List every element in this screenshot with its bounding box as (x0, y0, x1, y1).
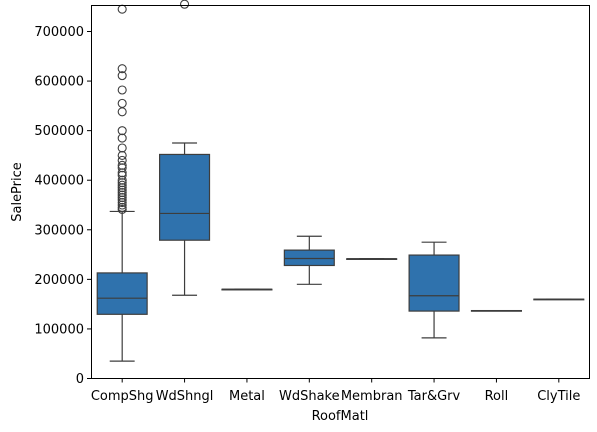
x-tick-label-membran: Membran (341, 389, 403, 404)
box-group-tar-grv (408, 241, 460, 339)
outlier-compshg (117, 98, 127, 108)
y-tick-label: 700000 (34, 25, 84, 40)
outlier-compshg (117, 143, 127, 153)
outlier-compshg (117, 168, 127, 178)
x-tick-label-clytile: ClyTile (537, 389, 580, 404)
y-tick-label: 300000 (34, 223, 84, 238)
outlier-compshg (117, 4, 127, 14)
outlier-compshg (117, 190, 127, 200)
x-tick-label-tar-grv: Tar&Grv (407, 389, 461, 404)
x-tick-label-metal: Metal (229, 389, 265, 404)
x-tick-label-compshg: CompShg (91, 389, 154, 404)
outlier-compshg (117, 150, 127, 160)
y-tick-label: 100000 (34, 322, 84, 337)
outlier-compshg (117, 107, 127, 117)
outlier-compshg (117, 180, 127, 190)
outlier-compshg (117, 193, 127, 203)
outlier-compshg (117, 170, 127, 180)
y-tick-label: 600000 (34, 75, 84, 90)
box-group-membran (346, 258, 398, 260)
outlier-compshg (117, 195, 127, 205)
outlier-compshg (117, 71, 127, 81)
box-group-metal (221, 288, 273, 291)
outlier-compshg (117, 133, 127, 143)
box-group-wdshngl (159, 0, 211, 296)
outlier-compshg (117, 197, 127, 208)
outlier-compshg (117, 155, 127, 165)
outlier-compshg (117, 126, 127, 136)
outlier-compshg (117, 175, 127, 185)
box-compshg (96, 272, 148, 315)
box-group-roll (470, 309, 522, 312)
box-tar-grv (408, 254, 460, 312)
axes-layer (91, 5, 590, 379)
x-tick-label-wdshake: WdShake (279, 389, 340, 404)
box-group-clytile (533, 298, 585, 301)
y-tick-label: 400000 (34, 174, 84, 189)
x-axis-label: RoofMatl (312, 409, 369, 424)
outlier-compshg (117, 85, 127, 95)
y-tick-label: 0 (76, 372, 84, 387)
outlier-compshg (117, 178, 127, 188)
outlier-compshg (117, 160, 127, 170)
x-tick-label-wdshngl: WdShngl (156, 389, 214, 404)
outlier-compshg (117, 64, 127, 74)
y-tick-label: 500000 (34, 124, 84, 139)
outlier-compshg (117, 185, 127, 195)
y-axis-label: SalePrice (10, 162, 25, 222)
outlier-wdshngl (180, 0, 190, 9)
box-group-wdshake (283, 235, 335, 285)
ticks-layer: CompShg WdShngl Metal WdShake Membran Tar&Grv… (34, 25, 580, 404)
x-tick-label-roll: Roll (485, 389, 509, 404)
outlier-compshg (117, 188, 127, 198)
outlier-compshg (117, 183, 127, 193)
box-wdshngl (159, 153, 211, 241)
y-tick-label: 200000 (34, 273, 84, 288)
outlier-compshg (117, 200, 127, 210)
boxes-layer (96, 0, 585, 362)
outlier-compshg (117, 202, 127, 213)
outlier-compshg (117, 163, 127, 173)
box-group-compshg (96, 4, 148, 362)
box-wdshake (283, 249, 335, 267)
